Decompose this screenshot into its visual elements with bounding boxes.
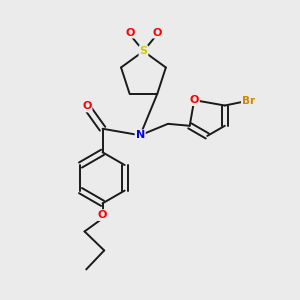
Text: S: S: [140, 46, 148, 56]
Text: O: O: [190, 95, 199, 105]
Text: O: O: [152, 28, 162, 38]
Text: O: O: [82, 101, 92, 112]
Text: O: O: [125, 28, 134, 38]
Text: Br: Br: [242, 96, 255, 106]
Text: N: N: [136, 130, 145, 140]
Text: O: O: [98, 210, 107, 220]
